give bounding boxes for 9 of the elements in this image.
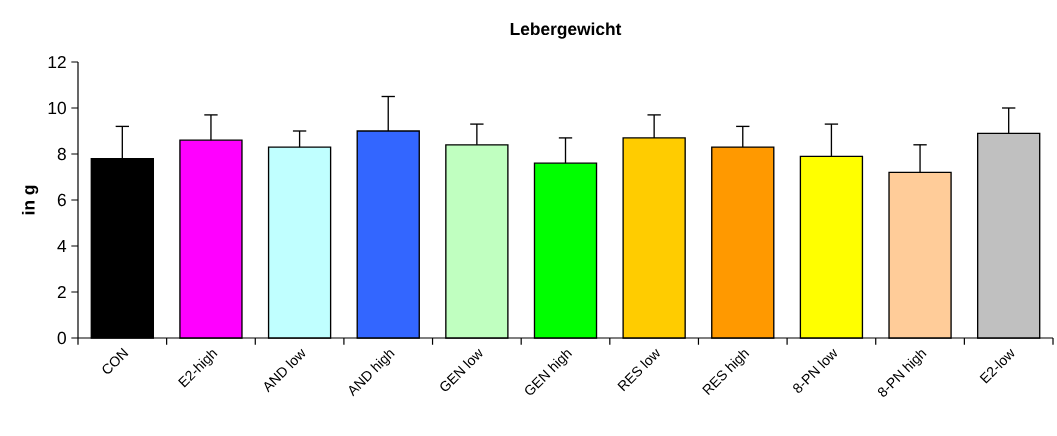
y-tick-label: 8 [57, 147, 66, 161]
y-axis-title: in g [21, 185, 39, 215]
y-tick-label: 12 [48, 55, 66, 69]
y-tick-label: 0 [57, 331, 66, 345]
y-tick-label: 10 [48, 101, 66, 115]
y-tick-label: 4 [57, 240, 67, 252]
chart-title: Lebergewicht [510, 22, 622, 39]
y-tick-label: 2 [57, 285, 66, 299]
y-tick-label: 6 [57, 193, 66, 207]
